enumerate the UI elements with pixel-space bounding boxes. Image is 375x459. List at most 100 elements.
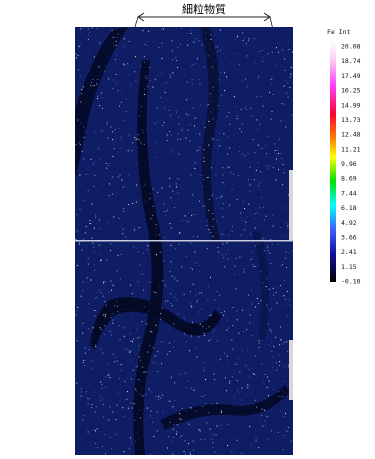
speckle	[150, 186, 151, 187]
speckle	[200, 85, 201, 86]
speckle	[101, 388, 102, 389]
speckle	[176, 60, 177, 61]
speckle	[258, 447, 259, 448]
speckle	[180, 437, 181, 438]
speckle	[268, 344, 269, 345]
speckle	[205, 38, 206, 39]
speckle	[223, 243, 224, 244]
speckle	[155, 292, 156, 293]
speckle	[209, 340, 210, 341]
speckle	[169, 110, 170, 111]
speckle	[120, 138, 121, 139]
speckle	[184, 72, 185, 73]
speckle	[79, 46, 80, 47]
speckle	[223, 53, 224, 54]
speckle	[284, 381, 285, 382]
speckle	[85, 353, 86, 354]
speckle	[269, 381, 270, 382]
speckle	[258, 303, 259, 304]
speckle	[105, 314, 106, 315]
speckle	[284, 342, 285, 343]
speckle	[140, 410, 141, 411]
speckle	[205, 32, 206, 33]
speckle	[76, 188, 77, 189]
speckle	[237, 116, 238, 117]
speckle	[116, 74, 117, 75]
scale-label: 16.25	[341, 87, 361, 95]
scale-label: 11.21	[341, 145, 361, 153]
speckle	[123, 187, 124, 188]
speckle	[153, 292, 154, 293]
speckle	[267, 387, 268, 388]
speckle	[130, 438, 131, 439]
speckle	[228, 328, 229, 329]
speckle	[279, 355, 280, 356]
speckle	[113, 324, 114, 325]
speckle	[221, 196, 222, 197]
speckle	[207, 177, 208, 178]
speckle	[211, 403, 212, 404]
speckle	[258, 78, 259, 79]
speckle	[199, 265, 200, 266]
speckle	[100, 382, 101, 383]
speckle	[103, 352, 104, 353]
speckle	[217, 46, 218, 47]
speckle	[97, 98, 98, 99]
speckle	[117, 311, 118, 312]
speckle	[255, 172, 256, 173]
speckle	[81, 151, 82, 152]
speckle	[192, 284, 193, 285]
speckle	[108, 364, 109, 365]
speckle	[115, 356, 116, 357]
speckle	[226, 116, 227, 117]
speckle	[155, 79, 156, 80]
speckle	[147, 408, 148, 409]
speckle	[267, 53, 268, 54]
speckle	[88, 258, 89, 259]
speckle	[189, 49, 190, 50]
speckle	[131, 441, 132, 442]
speckle	[173, 346, 174, 347]
speckle	[113, 45, 114, 46]
speckle	[174, 340, 175, 341]
speckle	[184, 294, 185, 295]
speckle	[258, 209, 259, 210]
speckle	[291, 441, 292, 442]
speckle	[99, 42, 100, 43]
speckle	[243, 269, 244, 270]
speckle	[213, 119, 214, 120]
speckle	[134, 229, 135, 230]
speckle	[224, 266, 225, 267]
speckle	[182, 130, 183, 131]
speckle	[117, 405, 118, 406]
speckle	[199, 311, 200, 312]
speckle	[170, 75, 171, 76]
speckle	[170, 245, 171, 246]
speckle	[284, 295, 285, 296]
speckle	[201, 277, 202, 278]
speckle	[249, 190, 250, 191]
speckle	[250, 384, 251, 385]
speckle	[269, 179, 270, 180]
speckle	[264, 219, 265, 220]
speckle	[103, 283, 104, 284]
speckle	[224, 186, 225, 187]
speckle	[272, 215, 273, 216]
speckle	[150, 331, 151, 332]
speckle	[128, 204, 129, 205]
speckle	[157, 431, 158, 432]
speckle	[144, 185, 145, 186]
speckle	[221, 312, 222, 313]
speckle	[215, 47, 216, 48]
speckle	[171, 227, 172, 228]
speckle	[237, 37, 238, 38]
speckle	[102, 97, 103, 98]
speckle	[249, 426, 250, 427]
speckle	[199, 271, 200, 272]
speckle	[163, 28, 164, 29]
speckle	[102, 108, 103, 109]
speckle	[124, 134, 125, 135]
speckle	[199, 147, 200, 148]
speckle	[86, 245, 87, 246]
speckle	[249, 204, 250, 205]
